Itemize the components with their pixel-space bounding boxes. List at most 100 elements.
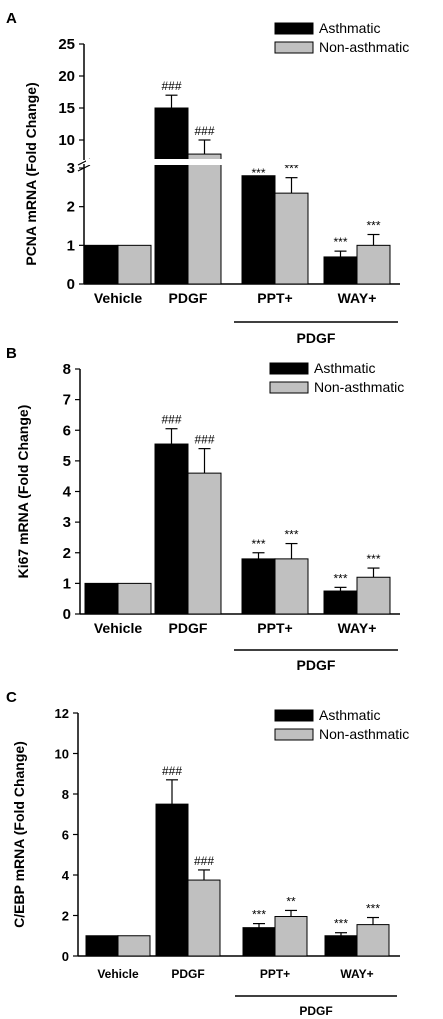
significance-label: *** <box>366 219 380 233</box>
chart-panel-a: A PCNA mRNA (Fold Change) 0 1 2 3 10 15 20 25 Vehi… <box>6 10 409 346</box>
significance-label: *** <box>284 528 298 542</box>
axis-break-gap <box>86 159 400 165</box>
bar-non-asthmatic <box>187 879 221 957</box>
legend-swatch <box>269 381 309 394</box>
y-axis-label: PCNA mRNA (Fold Change) <box>23 82 39 265</box>
bar-asthmatic <box>154 443 189 615</box>
bar-asthmatic <box>324 935 358 957</box>
y-tick-label: 4 <box>62 868 70 883</box>
y-tick-label: 1 <box>63 575 71 592</box>
significance-label: *** <box>333 571 347 585</box>
y-tick-label: 2 <box>67 199 75 216</box>
legend-label: Asthmatic <box>319 20 380 36</box>
significance-label: ### <box>194 124 214 138</box>
y-tick-label: 8 <box>63 361 71 378</box>
x-category-label: PDGF <box>169 620 208 636</box>
legend-swatch <box>269 362 309 375</box>
x-category-label: PPT+ <box>257 290 292 306</box>
legend-label: Non-asthmatic <box>319 726 409 742</box>
y-tick-label: 20 <box>58 68 75 85</box>
x-category-label: PDGF <box>171 967 204 981</box>
y-axis-label: C/EBP mRNA (Fold Change) <box>11 741 27 928</box>
chart-panel-b: B Ki67 mRNA (Fold Change) 0 1 2 3 4 5 6 7 8 Vehicle… <box>6 345 404 673</box>
y-tick-label: 1 <box>67 237 75 254</box>
bar-asthmatic <box>154 107 189 285</box>
bar-non-asthmatic <box>274 916 308 957</box>
y-tick-label: 2 <box>62 909 69 924</box>
significance-label: ### <box>194 854 214 868</box>
y-tick-label: 10 <box>58 132 75 149</box>
legend-label: Asthmatic <box>319 707 380 723</box>
y-tick-label: 0 <box>63 606 71 623</box>
x-category-label: PDGF <box>169 290 208 306</box>
significance-label: ### <box>161 413 181 427</box>
significance-label: *** <box>251 166 265 180</box>
bar-non-asthmatic <box>117 582 152 615</box>
y-axis-label: Ki67 mRNA (Fold Change) <box>15 405 31 579</box>
panel-letter: B <box>6 345 17 362</box>
y-tick-label: 15 <box>58 100 75 117</box>
y-tick-label: 6 <box>62 828 69 843</box>
legend-label: Non-asthmatic <box>319 39 409 55</box>
x-category-label: PPT+ <box>257 620 292 636</box>
y-tick-label: 3 <box>63 514 71 531</box>
significance-label: ### <box>161 79 181 93</box>
significance-label: ### <box>194 433 214 447</box>
x-category-label: PPT+ <box>260 967 290 981</box>
bar-asthmatic <box>241 558 276 615</box>
group-label: PDGF <box>297 330 336 346</box>
y-tick-label: 4 <box>63 484 72 501</box>
group-label: PDGF <box>297 657 336 673</box>
legend-swatch <box>274 41 314 54</box>
bar-non-asthmatic <box>117 244 152 285</box>
legend-swatch <box>274 22 314 35</box>
significance-label: *** <box>366 552 380 566</box>
legend-swatch <box>274 709 314 722</box>
significance-label: *** <box>333 235 347 249</box>
x-category-label: Vehicle <box>94 290 142 306</box>
bar-asthmatic <box>84 244 119 285</box>
y-tick-label: 0 <box>67 276 75 293</box>
y-tick-label: 7 <box>63 392 71 409</box>
bar-asthmatic <box>241 175 276 285</box>
bar-non-asthmatic <box>274 558 309 615</box>
bar-non-asthmatic <box>356 924 390 957</box>
chart-panel-c: C C/EBP mRNA (Fold Change) 0 2 4 6 8 10 12 Vehicl… <box>6 689 409 1018</box>
x-category-label: Vehicle <box>94 620 142 636</box>
bar-asthmatic <box>242 927 276 957</box>
bar-asthmatic <box>84 582 119 615</box>
x-category-label: Vehicle <box>97 967 139 981</box>
bar-non-asthmatic <box>274 192 309 285</box>
y-tick-label: 5 <box>63 453 71 470</box>
y-tick-label: 2 <box>63 545 71 562</box>
bar-non-asthmatic <box>187 153 222 285</box>
y-tick-label: 10 <box>55 747 69 762</box>
significance-label: *** <box>284 162 298 176</box>
legend-label: Non-asthmatic <box>314 379 404 395</box>
bar-non-asthmatic <box>356 244 391 285</box>
panel-letter: C <box>6 689 17 706</box>
bar-non-asthmatic <box>117 935 151 957</box>
y-tick-label: 3 <box>67 160 75 177</box>
group-label: PDGF <box>299 1004 332 1018</box>
x-category-label: WAY+ <box>338 620 377 636</box>
significance-label: ** <box>286 894 296 908</box>
y-tick-label: 8 <box>62 787 69 802</box>
x-category-label: WAY+ <box>338 290 377 306</box>
legend-swatch <box>274 728 314 741</box>
legend-label: Asthmatic <box>314 360 375 376</box>
significance-label: ### <box>162 764 182 778</box>
panel-letter: A <box>6 10 17 27</box>
y-tick-label: 12 <box>55 706 69 721</box>
significance-label: *** <box>251 537 265 551</box>
significance-label: *** <box>334 917 348 931</box>
bar-asthmatic <box>323 256 358 285</box>
bar-non-asthmatic <box>187 472 222 615</box>
y-tick-label: 6 <box>63 422 71 439</box>
significance-label: *** <box>252 908 266 922</box>
bar-asthmatic <box>155 803 189 957</box>
bar-non-asthmatic <box>356 576 391 615</box>
y-tick-label: 25 <box>58 36 75 53</box>
significance-label: *** <box>366 902 380 916</box>
